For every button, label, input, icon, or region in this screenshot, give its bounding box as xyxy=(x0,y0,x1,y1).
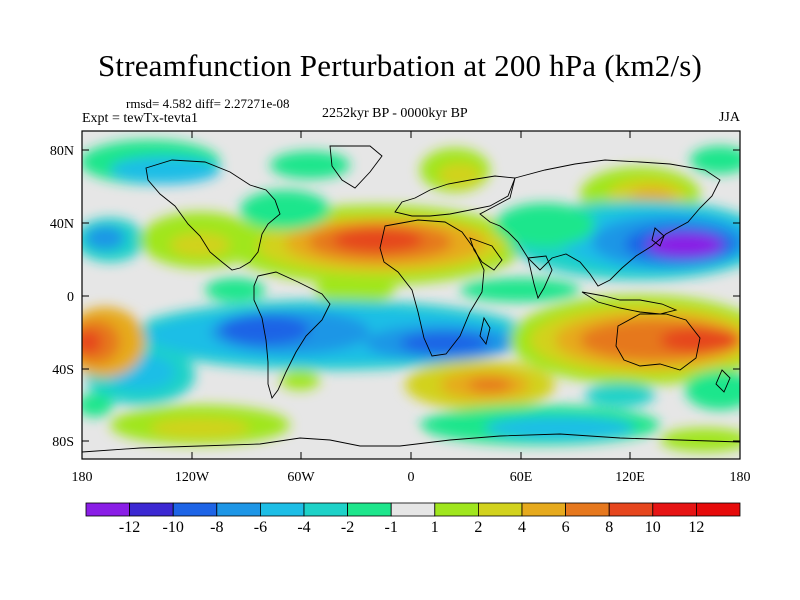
colorbar-label: 6 xyxy=(562,519,570,536)
period-text: 2252kyr BP - 0000kyr BP xyxy=(322,106,468,121)
lat-label-80n: 80N xyxy=(50,144,74,159)
colorbar-swatch xyxy=(477,502,523,517)
season-text: JJA xyxy=(718,110,740,125)
y-axis: 80N 40N 0 40S 80S xyxy=(50,144,740,450)
colorbar-label: -12 xyxy=(119,519,140,536)
lat-label-40s: 40S xyxy=(52,363,74,378)
lon-label-60e: 60E xyxy=(510,470,533,485)
colorbar-swatch xyxy=(129,502,174,517)
colorbar-label: 10 xyxy=(645,519,661,536)
colorbar-swatch xyxy=(347,502,392,517)
lon-label-180e: 180 xyxy=(730,470,751,485)
chart-title: Streamfunction Perturbation at 200 hPa (… xyxy=(97,48,703,83)
colorbar-swatch xyxy=(521,502,566,517)
colorbar-swatch xyxy=(652,502,697,517)
coastlines xyxy=(82,145,740,453)
colorbar-swatch xyxy=(608,502,654,517)
colorbar-label: 1 xyxy=(431,519,439,536)
colorbar-swatch xyxy=(696,502,741,517)
lat-label-0: 0 xyxy=(67,290,74,305)
colorbar-swatch xyxy=(390,502,436,517)
colorbar-label: -8 xyxy=(210,519,223,536)
colorbar-label: 12 xyxy=(688,519,704,536)
experiment-text: Expt = tewTx-tevta1 xyxy=(82,111,198,126)
x-axis: 180 120W 60W 0 60E 120E 180 xyxy=(72,131,751,485)
stats-text: rmsd= 4.582 diff= 2.27271e-08 xyxy=(126,96,290,111)
colorbar-swatch xyxy=(303,502,348,517)
lat-label-80s: 80S xyxy=(52,435,74,450)
contour-field xyxy=(82,131,740,459)
colorbar-label: -1 xyxy=(385,519,398,536)
colorbar-label: -2 xyxy=(341,519,354,536)
colorbar: -12 -10 -8 -6 -4 -2 -1 1 2 4 6 8 10 12 xyxy=(85,502,741,536)
colorbar-label: -10 xyxy=(163,519,184,536)
colorbar-label: 8 xyxy=(605,519,613,536)
colorbar-swatch xyxy=(216,502,261,517)
colorbar-swatch xyxy=(259,502,305,517)
colorbar-swatch xyxy=(85,502,130,517)
lon-label-60w: 60W xyxy=(287,470,315,485)
colorbar-label: -4 xyxy=(297,519,310,536)
lat-label-40n: 40N xyxy=(50,217,74,232)
colorbar-label: 2 xyxy=(474,519,482,536)
lon-label-180w: 180 xyxy=(72,470,93,485)
colorbar-swatch xyxy=(172,502,218,517)
lon-label-120w: 120W xyxy=(175,470,210,485)
colorbar-label: -6 xyxy=(254,519,267,536)
colorbar-label: 4 xyxy=(518,519,526,536)
lon-label-0: 0 xyxy=(408,470,415,485)
colorbar-swatch xyxy=(434,502,479,517)
lon-label-120e: 120E xyxy=(615,470,645,485)
colorbar-swatch xyxy=(565,502,610,517)
